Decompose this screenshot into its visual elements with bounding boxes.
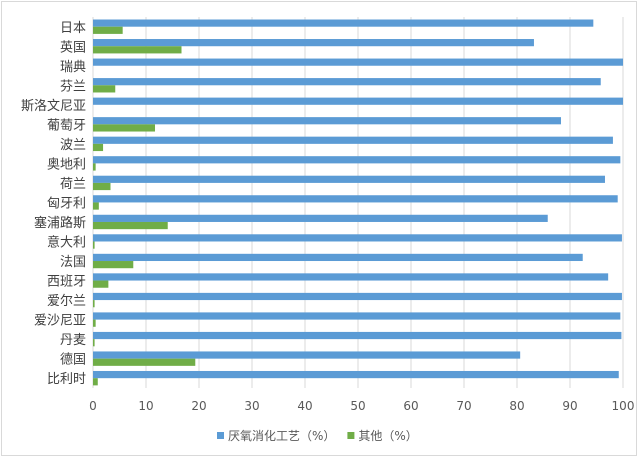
bar-anaerobic: [93, 117, 561, 125]
bar-anaerobic: [93, 331, 622, 340]
category-label: 德国: [60, 353, 86, 368]
x-tick-label: 80: [509, 399, 524, 413]
bar-other: [93, 124, 156, 132]
category-label: 日本: [60, 21, 86, 36]
category-label: 奥地利: [47, 157, 86, 172]
x-tick-label: 100: [612, 399, 635, 413]
category-label: 芬兰: [60, 79, 86, 94]
bar-other: [93, 221, 168, 230]
bar-anaerobic: [93, 97, 623, 105]
legend-label: 其他（%）: [358, 429, 417, 443]
bar-other: [93, 26, 123, 34]
category-label: 匈牙利: [47, 197, 86, 212]
x-tick-label: 30: [244, 399, 259, 413]
bar-anaerobic: [93, 175, 605, 183]
bar-other: [93, 300, 95, 308]
bar-anaerobic: [93, 370, 619, 379]
bar-anaerobic: [93, 19, 594, 27]
bar-anaerobic: [93, 58, 623, 66]
bar-other: [93, 46, 182, 54]
bar-anaerobic: [93, 273, 609, 281]
legend-label: 厌氧消化工艺（%）: [228, 429, 335, 443]
bar-anaerobic: [93, 39, 534, 47]
category-label: 爱沙尼亚: [34, 314, 86, 329]
x-tick-label: 90: [562, 399, 577, 413]
legend-swatch: [217, 432, 224, 439]
category-label: 波兰: [60, 138, 86, 153]
bar-other: [93, 319, 96, 327]
bar-other: [93, 163, 96, 171]
bar-anaerobic: [93, 234, 622, 242]
category-label: 荷兰: [60, 177, 86, 192]
bar-anaerobic: [93, 351, 521, 359]
bar-other: [93, 241, 95, 249]
x-tick-label: 50: [350, 399, 365, 413]
bar-anaerobic: [93, 78, 601, 86]
bar-other: [93, 261, 134, 269]
x-tick-label: 70: [456, 399, 471, 413]
bar-other: [93, 202, 99, 210]
x-tick-label: 20: [191, 399, 206, 413]
category-label: 法国: [60, 255, 86, 270]
category-label: 爱尔兰: [47, 294, 86, 309]
bar-anaerobic: [93, 136, 613, 144]
bar-anaerobic: [93, 312, 621, 320]
category-label: 葡萄牙: [47, 118, 86, 133]
bar-anaerobic: [93, 195, 618, 203]
bar-other: [93, 378, 98, 386]
bar-other: [93, 143, 104, 152]
category-label: 意大利: [47, 235, 86, 251]
bar-anaerobic: [93, 156, 621, 164]
category-label: 丹麦: [60, 333, 86, 348]
bar-anaerobic: [93, 292, 622, 301]
bar-other: [93, 182, 111, 191]
bar-anaerobic: [93, 214, 548, 222]
x-tick-label: 40: [297, 399, 312, 413]
x-tick-label: 10: [138, 399, 153, 413]
bar-other: [93, 85, 116, 93]
legend-swatch: [347, 432, 355, 439]
x-tick-label: 0: [89, 399, 97, 413]
bar-other: [93, 280, 109, 288]
category-label: 西班牙: [47, 275, 86, 290]
category-label: 瑞典: [60, 60, 86, 75]
bar-other: [93, 339, 95, 347]
category-label: 比利时: [47, 372, 86, 387]
x-tick-label: 60: [403, 399, 418, 413]
category-label: 英国: [60, 40, 86, 55]
bar-other: [93, 358, 196, 366]
category-label: 塞浦路斯: [34, 215, 86, 231]
bar-anaerobic: [93, 253, 583, 262]
category-label: 斯洛文尼亚: [21, 99, 86, 114]
